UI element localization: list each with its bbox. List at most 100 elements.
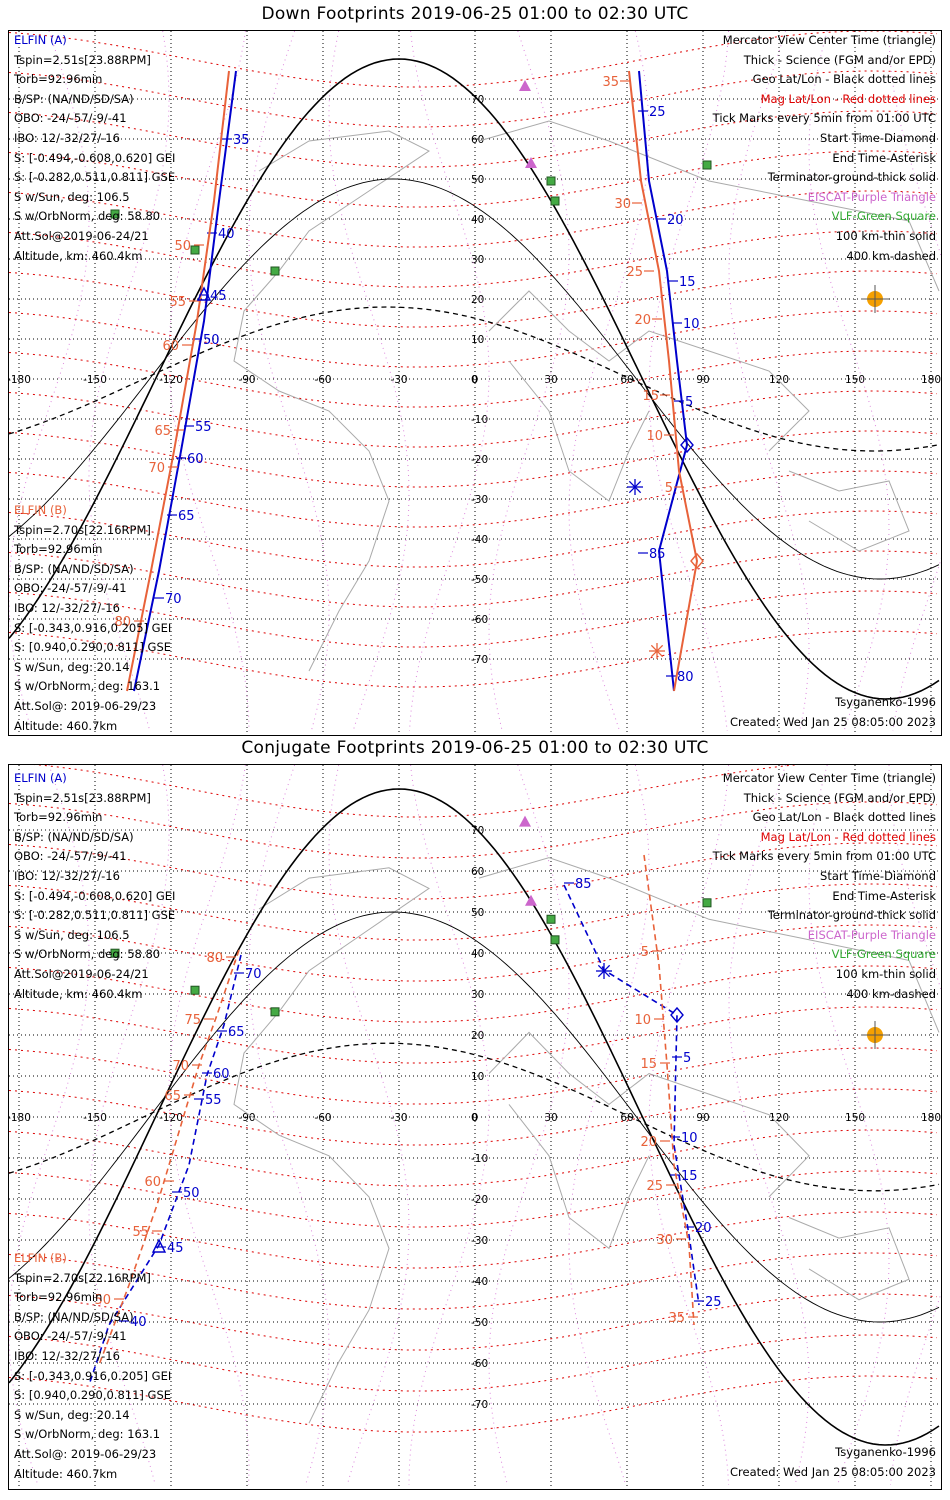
- mag-latitude-line: [9, 510, 938, 568]
- lat-label: -10: [471, 414, 488, 426]
- lon-label: -60: [314, 374, 331, 386]
- elfin-a-line: Altitude, km: 460.4km: [14, 248, 143, 263]
- elfin-b-line: S: [-0.343,0.916,0.205] GEI: [14, 620, 172, 635]
- elfin-a-track-west: [133, 70, 237, 692]
- mag-longitude-line: [328, 765, 410, 1486]
- track-tick-label: 70: [172, 1059, 189, 1074]
- elfin-a-line: Altitude, km: 460.4km: [14, 986, 143, 1001]
- lon-label: 0: [472, 1112, 479, 1124]
- elfin-a-label: ELFIN (A): [14, 771, 67, 785]
- mag-longitude-line: [648, 765, 730, 1486]
- created-timestamp: Created: Wed Jan 25 08:05:00 2023: [729, 1465, 936, 1479]
- elfin-b-line: Att.Sol@: 2019-06-29/23: [14, 1446, 157, 1461]
- track-tick-label: 65: [178, 509, 195, 524]
- legend-item: Tick Marks every 5min from 01:00 UTC: [712, 849, 936, 864]
- track-tick-label: 5: [683, 1051, 691, 1066]
- lon-label: 180: [921, 1112, 941, 1124]
- mag-longitude-line: [568, 765, 650, 1486]
- track-tick-label: 80: [206, 951, 223, 966]
- lon-label: -150: [83, 1112, 107, 1124]
- start-diamond: [670, 1006, 684, 1024]
- mag-latitude-line: [9, 1293, 938, 1351]
- track-tick-label: 55: [195, 420, 212, 435]
- coastline: [488, 290, 810, 452]
- track-tick-label: 5: [641, 945, 649, 960]
- elfin-a-line: S: [-0.494,-0.608,0.620] GEI: [14, 888, 176, 903]
- vlf-square: [546, 914, 556, 924]
- legend-item: Start Time-Diamond: [820, 868, 936, 883]
- mag-latitude-line: [9, 801, 938, 859]
- track-tick-label: 60: [162, 339, 179, 354]
- lon-label: -30: [390, 1112, 407, 1124]
- lat-label: 50: [471, 907, 484, 919]
- center-triangle: [151, 1238, 167, 1253]
- lat-label: 60: [471, 866, 484, 878]
- mag-latitude-line: [9, 550, 938, 608]
- model-credit: Tsyganenko-1996: [835, 695, 936, 709]
- legend-item: Geo Lat/Lon - Black dotted lines: [752, 72, 936, 87]
- lon-label: -180: [9, 1112, 31, 1124]
- vlf-square: [270, 1007, 280, 1017]
- lat-label: -40: [471, 1276, 488, 1288]
- mag-latitude-line: [9, 842, 938, 900]
- track-tick-label: 65: [228, 1025, 245, 1040]
- elfin-a-line: Att.Sol@2019-06-24/21: [14, 228, 149, 243]
- track-tick-label: 35: [233, 133, 250, 148]
- mag-latitude-line: [9, 924, 938, 982]
- terminator-100km: [9, 178, 940, 580]
- lat-label: -70: [471, 654, 488, 666]
- map-panel-down: 70 60 50 40 30 20 10 0 -10 -20 -30 -40 -50 -60 -70 -180…: [8, 30, 942, 736]
- elfin-b-line: S w/OrbNorm, deg: 163.1: [14, 679, 161, 694]
- coastline: [488, 1031, 810, 1198]
- legend-item: End Time-Asterisk: [832, 888, 936, 903]
- elfin-a-line: S: [-0.282,0.511,0.811] GSE: [14, 170, 176, 185]
- track-tick-label: 10: [681, 1131, 698, 1146]
- mag-latitude-line: [9, 70, 938, 128]
- lat-label: -10: [471, 1153, 488, 1165]
- mag-longitude-line: [648, 31, 730, 732]
- elfin-b-line: Altitude: 460.7km: [14, 1466, 118, 1481]
- elfin-a-line: S: [-0.282,0.511,0.811] GSE: [14, 908, 176, 923]
- legend-item: Mag Lat/Lon - Red dotted lines: [760, 829, 936, 844]
- elfin-b-line: IBO: 12/-32/27/-16: [14, 600, 120, 615]
- terminator-ground: [9, 58, 940, 700]
- lon-label: 180: [921, 374, 941, 386]
- mag-longitude-line: [168, 765, 250, 1486]
- track-tick-label: 25: [705, 1295, 722, 1310]
- track-tick-label: 20: [695, 1221, 712, 1236]
- created-timestamp: Created: Wed Jan 25 08:05:00 2023: [729, 715, 936, 729]
- vlf-square: [702, 898, 712, 908]
- lon-label: 150: [845, 374, 865, 386]
- lon-label: -30: [390, 374, 407, 386]
- elfin-a-line: B/SP: (NA/ND/SD/SA): [14, 91, 134, 106]
- mag-latitude-line: [9, 1047, 938, 1105]
- track-tick-label: 5: [665, 481, 673, 496]
- vlf-square: [702, 160, 712, 170]
- mag-longitude-line: [488, 31, 570, 732]
- legend-item: 100 km-thin solid: [835, 228, 936, 243]
- mag-latitude-line: [9, 630, 938, 688]
- mag-latitude-line: [9, 1006, 938, 1064]
- track-tick-label: 40: [218, 227, 235, 242]
- vlf-square: [550, 196, 560, 206]
- track-tick-label: 20: [640, 1135, 657, 1150]
- track-tick-label: 50: [203, 333, 220, 348]
- elfin-b-line: Torb=92.96min: [14, 1290, 103, 1305]
- mag-latitude-line: [9, 590, 938, 648]
- elfin-b-line: S: [0.940,0.290,0.811] GSE: [14, 640, 172, 655]
- lon-label: 120: [769, 1112, 789, 1124]
- lon-label: 90: [696, 374, 709, 386]
- track-tick-label: 30: [656, 1233, 673, 1248]
- lat-label: 0: [471, 1112, 478, 1124]
- lon-label: 150: [845, 1112, 865, 1124]
- elfin-b-line: Tspin=2.70s[22.16RPM]: [14, 522, 151, 537]
- lon-label: -90: [238, 1112, 255, 1124]
- elfin-a-line: IBO: 12/-32/27/-16: [14, 130, 120, 145]
- legend-item: Geo Lat/Lon - Black dotted lines: [752, 810, 936, 825]
- track-tick-label: 20: [634, 313, 651, 328]
- track-tick-label: 70: [165, 592, 182, 607]
- mag-latitude-line: [9, 350, 938, 408]
- lon-label: 30: [544, 1112, 557, 1124]
- lat-label: -20: [471, 1194, 488, 1206]
- track-tick-label: 80: [677, 670, 694, 685]
